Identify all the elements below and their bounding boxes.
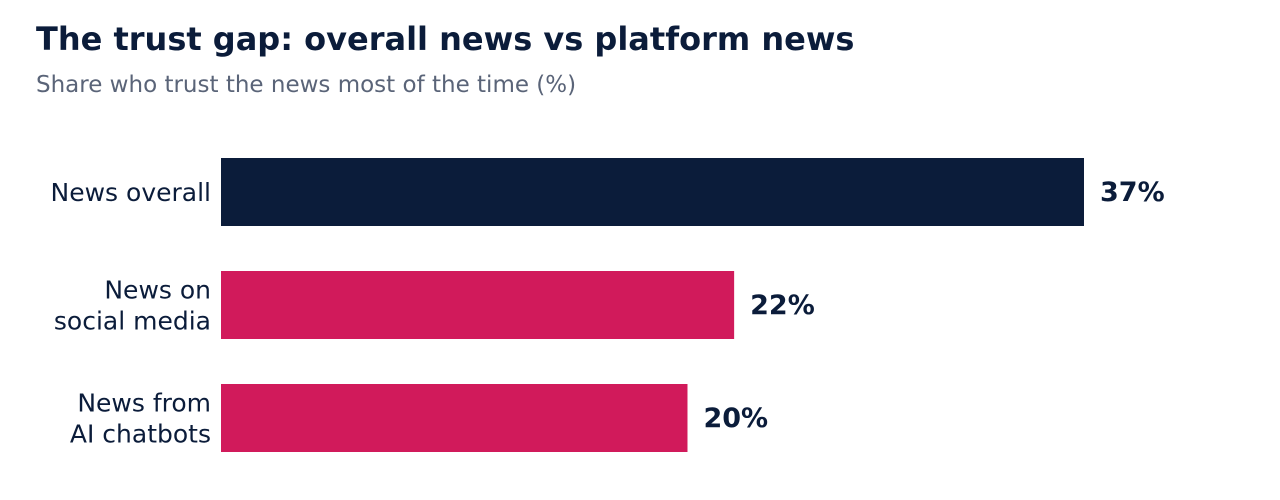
bar-2 bbox=[221, 271, 735, 339]
value-label-1: 37% bbox=[1100, 177, 1165, 208]
category-label-1: News overall bbox=[51, 178, 211, 207]
bar-1 bbox=[221, 158, 1084, 226]
category-label-2: News on social media bbox=[54, 276, 211, 336]
category-label-3: News from AI chatbots bbox=[70, 389, 211, 449]
bar-3 bbox=[221, 384, 688, 452]
value-label-2: 22% bbox=[750, 290, 815, 321]
chart-title: The trust gap: overall news vs platform … bbox=[36, 20, 855, 58]
chart-subtitle: Share who trust the news most of the tim… bbox=[36, 72, 577, 98]
value-label-3: 20% bbox=[703, 403, 768, 434]
